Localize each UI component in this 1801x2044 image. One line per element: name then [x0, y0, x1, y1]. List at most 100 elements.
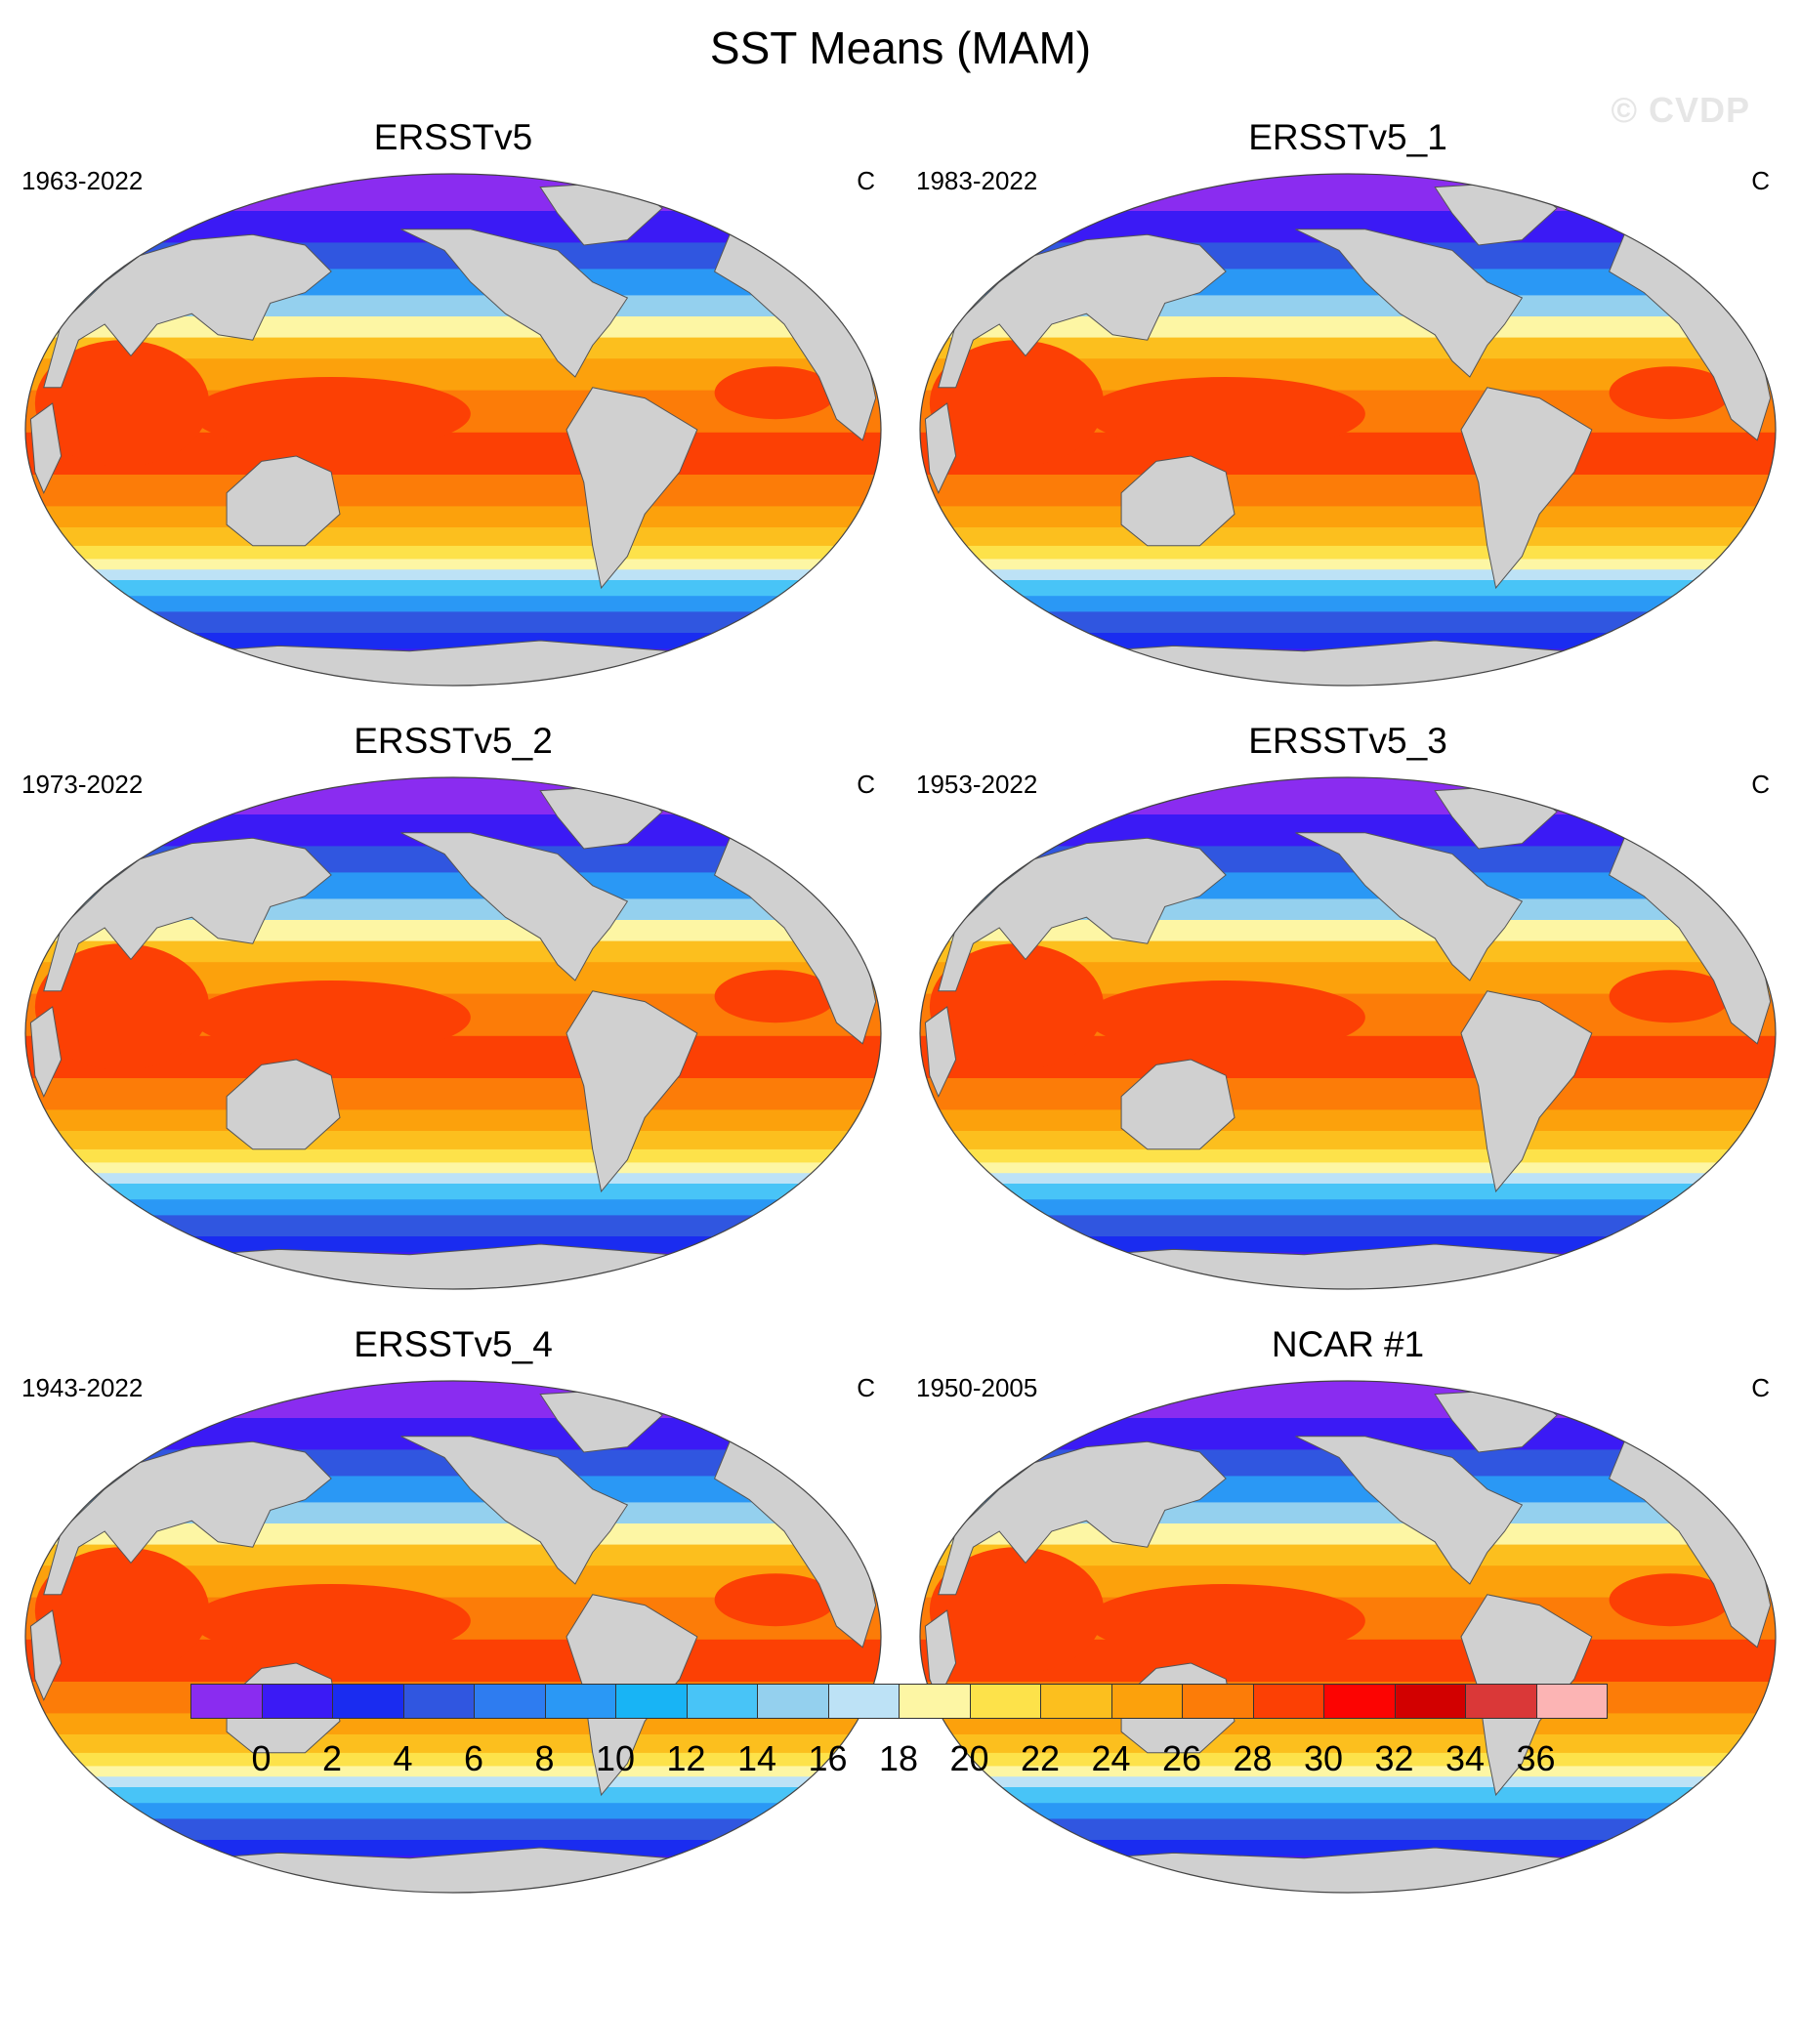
colorbar-label: 6 — [463, 1738, 484, 1778]
land-mass — [400, 832, 629, 981]
land-mass — [226, 1059, 341, 1150]
sst-map — [919, 1380, 1777, 1894]
panel-title: ERSSTv5 — [373, 117, 533, 157]
warm-pool — [1086, 377, 1365, 451]
colorbar-label: 34 — [1445, 1738, 1486, 1778]
panel-unit: C — [1751, 166, 1770, 195]
panel-unit: C — [1751, 770, 1770, 799]
warm-pool — [1086, 1584, 1365, 1658]
sst-band — [920, 174, 1776, 220]
colorbar-label: 0 — [251, 1738, 272, 1778]
panel-years: 1953-2022 — [916, 770, 1038, 799]
map-outline — [919, 776, 1777, 1290]
colorbar-label: 30 — [1303, 1738, 1344, 1778]
sst-map — [24, 173, 882, 687]
warm-pool — [1609, 366, 1732, 420]
colorbar-label: 18 — [878, 1738, 919, 1778]
colorbar-label: 14 — [736, 1738, 777, 1778]
land-mass — [400, 1436, 629, 1585]
warm-pool — [191, 377, 471, 451]
panel-years: 1963-2022 — [21, 166, 144, 195]
map-panel: ERSSTv5 1963-2022 C — [4, 117, 902, 723]
warm-pool — [191, 980, 471, 1055]
warm-pool — [714, 366, 837, 420]
colorbar-swatch — [827, 1684, 900, 1719]
colorbar-swatch — [899, 1684, 971, 1719]
panel-title: ERSSTv5_1 — [1248, 117, 1447, 157]
colorbar-label: 12 — [666, 1738, 706, 1778]
land-mass — [565, 990, 698, 1193]
sst-map — [919, 173, 1777, 687]
panel-unit: C — [1751, 1373, 1770, 1402]
warm-pool — [34, 340, 210, 467]
land-mass — [1295, 832, 1524, 981]
colorbar-label: 20 — [949, 1738, 989, 1778]
land-mass — [29, 1609, 63, 1702]
map-outline — [919, 173, 1777, 687]
warm-pool — [1086, 980, 1365, 1055]
panel-years: 1983-2022 — [916, 166, 1038, 195]
map-panel: NCAR #1 1950-2005 C — [899, 1324, 1797, 1930]
colorbar-label: 28 — [1233, 1738, 1273, 1778]
colorbar-swatch — [332, 1684, 404, 1719]
colorbar-label: 32 — [1374, 1738, 1414, 1778]
colorbar-label: 26 — [1161, 1738, 1202, 1778]
panel-title: ERSSTv5_2 — [354, 721, 553, 761]
colorbar — [190, 1684, 1608, 1719]
colorbar-label: 16 — [808, 1738, 848, 1778]
panel-unit: C — [857, 770, 875, 799]
land-mass — [1460, 387, 1593, 590]
warm-pool — [929, 340, 1105, 467]
sst-band — [920, 777, 1776, 823]
colorbar-swatch — [757, 1684, 829, 1719]
panel-years: 1973-2022 — [21, 770, 144, 799]
figure-title: SST Means (MAM) — [709, 22, 1092, 73]
colorbar-swatch — [1465, 1684, 1537, 1719]
colorbar-swatch — [686, 1684, 758, 1719]
colorbar-label: 36 — [1516, 1738, 1556, 1778]
warm-pool — [714, 1573, 837, 1627]
colorbar-swatch — [544, 1684, 616, 1719]
land-mass — [29, 402, 63, 495]
colorbar-label: 2 — [321, 1738, 343, 1778]
colorbar-swatch — [261, 1684, 333, 1719]
warm-pool — [191, 1584, 471, 1658]
colorbar-label: 24 — [1091, 1738, 1131, 1778]
warm-pool — [34, 1547, 210, 1674]
colorbar-swatch — [402, 1684, 475, 1719]
colorbar-label: 4 — [393, 1738, 413, 1778]
map-outline — [919, 1380, 1777, 1894]
colorbar-label: 22 — [1020, 1738, 1061, 1778]
panel-title: ERSSTv5_4 — [354, 1324, 553, 1364]
warm-pool — [34, 943, 210, 1070]
map-outline — [24, 776, 882, 1290]
warm-pool — [1609, 1573, 1732, 1627]
land-mass — [226, 455, 341, 547]
land-mass — [565, 387, 698, 590]
land-mass — [400, 229, 629, 378]
land-mass — [1295, 229, 1524, 378]
land-mass — [1120, 1059, 1236, 1150]
panel-unit: C — [857, 1373, 875, 1402]
map-panel: ERSSTv5_4 1943-2022 C — [4, 1324, 902, 1930]
colorbar-swatch — [1182, 1684, 1254, 1719]
land-mass — [924, 1006, 957, 1099]
sst-band — [25, 1381, 881, 1427]
warm-pool — [929, 943, 1105, 1070]
colorbar-swatch — [190, 1684, 263, 1719]
colorbar-swatch — [1535, 1684, 1608, 1719]
sst-map — [24, 1380, 882, 1894]
map-panel: ERSSTv5_1 1983-2022 C — [899, 117, 1797, 723]
sst-map — [24, 776, 882, 1290]
watermark: © CVDP — [1611, 90, 1750, 130]
land-mass — [29, 1006, 63, 1099]
warm-pool — [714, 970, 837, 1023]
colorbar-swatch — [615, 1684, 688, 1719]
map-outline — [24, 173, 882, 687]
map-panel: ERSSTv5_2 1973-2022 C — [4, 721, 902, 1326]
colorbar-swatch — [474, 1684, 546, 1719]
panel-title: NCAR #1 — [1271, 1324, 1425, 1364]
colorbar-swatch — [1040, 1684, 1112, 1719]
colorbar-swatch — [1252, 1684, 1324, 1719]
colorbar-swatch — [1110, 1684, 1183, 1719]
